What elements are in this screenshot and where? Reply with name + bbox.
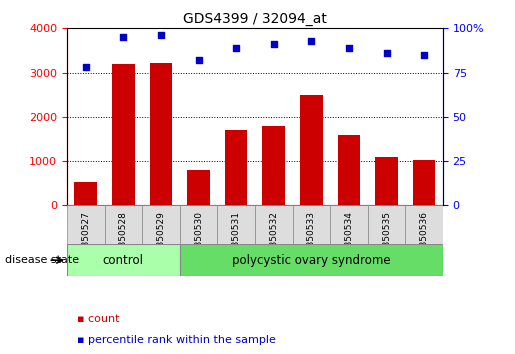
Bar bbox=[338, 136, 360, 205]
Text: disease state: disease state bbox=[5, 255, 79, 265]
FancyBboxPatch shape bbox=[67, 205, 105, 244]
Bar bbox=[263, 126, 285, 205]
Point bbox=[269, 41, 278, 47]
Text: ▪ percentile rank within the sample: ▪ percentile rank within the sample bbox=[77, 335, 276, 345]
Text: GSM850533: GSM850533 bbox=[307, 211, 316, 266]
Bar bbox=[375, 156, 398, 205]
FancyBboxPatch shape bbox=[405, 205, 443, 244]
FancyBboxPatch shape bbox=[105, 205, 142, 244]
Point bbox=[81, 64, 90, 70]
Title: GDS4399 / 32094_at: GDS4399 / 32094_at bbox=[183, 12, 327, 26]
FancyBboxPatch shape bbox=[180, 244, 443, 276]
Text: GSM850529: GSM850529 bbox=[157, 211, 165, 266]
Bar bbox=[225, 130, 247, 205]
Point bbox=[195, 57, 203, 63]
Point bbox=[345, 45, 353, 51]
FancyBboxPatch shape bbox=[255, 205, 293, 244]
Point bbox=[307, 38, 315, 44]
Point bbox=[232, 45, 240, 51]
Bar bbox=[75, 182, 97, 205]
Bar bbox=[300, 95, 322, 205]
FancyBboxPatch shape bbox=[142, 205, 180, 244]
Text: GSM850531: GSM850531 bbox=[232, 211, 241, 266]
Point bbox=[119, 34, 128, 40]
Text: GSM850536: GSM850536 bbox=[420, 211, 428, 266]
Text: GSM850530: GSM850530 bbox=[194, 211, 203, 266]
Bar bbox=[150, 63, 172, 205]
Text: GSM850535: GSM850535 bbox=[382, 211, 391, 266]
Bar bbox=[187, 170, 210, 205]
FancyBboxPatch shape bbox=[330, 205, 368, 244]
Text: control: control bbox=[103, 254, 144, 267]
Text: GSM850528: GSM850528 bbox=[119, 211, 128, 266]
Bar bbox=[112, 64, 134, 205]
FancyBboxPatch shape bbox=[67, 244, 180, 276]
FancyBboxPatch shape bbox=[217, 205, 255, 244]
Text: ▪ count: ▪ count bbox=[77, 314, 120, 324]
Point bbox=[157, 33, 165, 38]
Text: GSM850532: GSM850532 bbox=[269, 211, 278, 266]
FancyBboxPatch shape bbox=[293, 205, 330, 244]
Point bbox=[382, 50, 390, 56]
Point bbox=[420, 52, 428, 58]
Bar bbox=[413, 160, 435, 205]
Text: polycystic ovary syndrome: polycystic ovary syndrome bbox=[232, 254, 391, 267]
FancyBboxPatch shape bbox=[368, 205, 405, 244]
Text: GSM850527: GSM850527 bbox=[81, 211, 90, 266]
Text: GSM850534: GSM850534 bbox=[345, 211, 353, 266]
FancyBboxPatch shape bbox=[180, 205, 217, 244]
